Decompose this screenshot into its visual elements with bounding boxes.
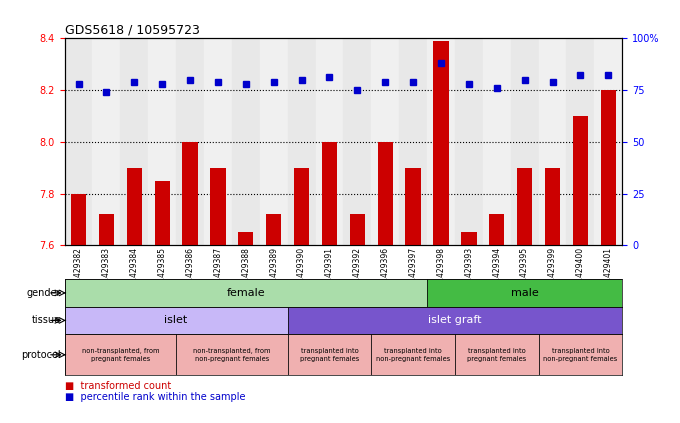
Bar: [489, 214, 505, 245]
Bar: [566, 38, 594, 245]
Bar: [204, 38, 232, 245]
Bar: [545, 168, 560, 245]
Bar: [461, 232, 477, 245]
Bar: [288, 334, 371, 376]
Bar: [343, 38, 371, 245]
Bar: [399, 38, 427, 245]
Bar: [120, 38, 148, 245]
Bar: [154, 181, 170, 245]
Bar: [427, 38, 455, 245]
Bar: [594, 38, 622, 245]
Bar: [371, 38, 399, 245]
Bar: [65, 334, 176, 376]
Text: gender: gender: [27, 288, 61, 298]
Bar: [433, 41, 449, 245]
Bar: [148, 38, 176, 245]
Bar: [455, 334, 539, 376]
Text: transplanted into
non-pregnant females: transplanted into non-pregnant females: [376, 348, 450, 362]
Bar: [176, 38, 204, 245]
Text: islet graft: islet graft: [428, 316, 481, 325]
Bar: [92, 38, 120, 245]
Text: non-transplanted, from
non-pregnant females: non-transplanted, from non-pregnant fema…: [193, 348, 271, 362]
Text: transplanted into
non-pregnant females: transplanted into non-pregnant females: [543, 348, 617, 362]
Bar: [260, 38, 288, 245]
Bar: [65, 307, 288, 334]
Text: female: female: [226, 288, 265, 298]
Bar: [483, 38, 511, 245]
Bar: [517, 168, 532, 245]
Text: GDS5618 / 10595723: GDS5618 / 10595723: [65, 24, 199, 37]
Text: ■  transformed count: ■ transformed count: [65, 381, 171, 391]
Bar: [377, 142, 393, 245]
Bar: [573, 116, 588, 245]
Bar: [65, 38, 92, 245]
Text: male: male: [511, 288, 539, 298]
Bar: [266, 214, 282, 245]
Text: tissue: tissue: [32, 316, 61, 325]
Text: non-transplanted, from
pregnant females: non-transplanted, from pregnant females: [82, 348, 159, 362]
Bar: [232, 38, 260, 245]
Bar: [322, 142, 337, 245]
Text: islet: islet: [165, 316, 188, 325]
Bar: [405, 168, 421, 245]
Bar: [288, 307, 622, 334]
Bar: [288, 38, 316, 245]
Bar: [539, 334, 622, 376]
Bar: [371, 334, 455, 376]
Bar: [427, 279, 622, 307]
Bar: [238, 232, 254, 245]
Bar: [65, 279, 427, 307]
Bar: [455, 38, 483, 245]
Bar: [71, 193, 86, 245]
Text: transplanted into
pregnant females: transplanted into pregnant females: [300, 348, 359, 362]
Bar: [539, 38, 566, 245]
Bar: [294, 168, 309, 245]
Bar: [126, 168, 142, 245]
Bar: [210, 168, 226, 245]
Text: protocol: protocol: [22, 350, 61, 360]
Text: transplanted into
pregnant females: transplanted into pregnant females: [467, 348, 526, 362]
Bar: [350, 214, 365, 245]
Bar: [600, 90, 616, 245]
Bar: [316, 38, 343, 245]
Bar: [182, 142, 198, 245]
Bar: [99, 214, 114, 245]
Bar: [511, 38, 539, 245]
Text: ■  percentile rank within the sample: ■ percentile rank within the sample: [65, 392, 245, 402]
Bar: [176, 334, 288, 376]
